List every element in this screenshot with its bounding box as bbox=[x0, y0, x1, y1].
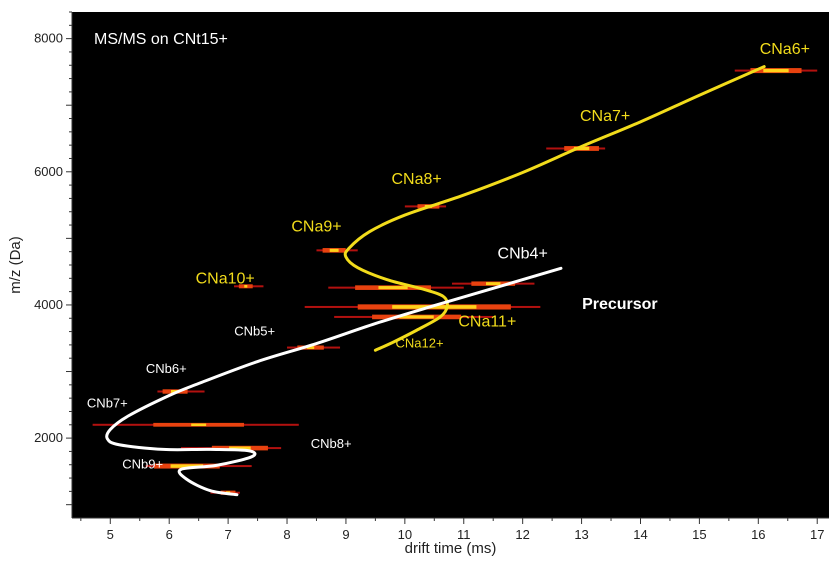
x-tick-label: 17 bbox=[810, 527, 824, 542]
intensity-spot bbox=[334, 314, 494, 320]
x-axis-title: drift time (ms) bbox=[405, 540, 497, 557]
intensity-spot bbox=[92, 422, 299, 427]
spot-core bbox=[191, 423, 207, 427]
fragment-label: CNb6+ bbox=[146, 361, 187, 376]
x-tick-label: 11 bbox=[457, 527, 471, 542]
x-tick-label: 5 bbox=[107, 527, 114, 542]
plot-area-background bbox=[72, 12, 829, 518]
spot-core bbox=[229, 446, 251, 450]
spot-core bbox=[573, 146, 590, 151]
x-tick-label: 14 bbox=[633, 527, 647, 542]
fragment-label: CNa10+ bbox=[196, 271, 255, 288]
intensity-spot bbox=[451, 281, 535, 286]
y-axis-title: m/z (Da) bbox=[7, 236, 24, 294]
spot-core bbox=[378, 286, 408, 290]
intensity-spot bbox=[180, 445, 282, 451]
fragment-label: CNb8+ bbox=[311, 436, 352, 451]
spot-core bbox=[485, 282, 501, 286]
fragment-label: CNb7+ bbox=[87, 395, 128, 410]
fragment-label: CNa8+ bbox=[392, 171, 442, 188]
series-line-cnb bbox=[105, 266, 563, 497]
fragment-label: CNa6+ bbox=[760, 41, 810, 58]
x-tick-label: 12 bbox=[515, 527, 529, 542]
spot-core bbox=[306, 346, 315, 349]
spot-core bbox=[329, 248, 339, 252]
intensity-spot bbox=[287, 345, 341, 350]
fragment-trend-curves bbox=[105, 65, 766, 497]
series-line-cna bbox=[343, 65, 766, 352]
y-tick-label: 4000 bbox=[34, 297, 63, 312]
fragment-label: CNa9+ bbox=[291, 219, 341, 236]
fragment-label: Precursor bbox=[582, 296, 658, 313]
x-tick-label: 7 bbox=[224, 527, 231, 542]
fragment-label: CNa7+ bbox=[580, 108, 630, 125]
x-tick-label: 16 bbox=[751, 527, 765, 542]
chart-title: MS/MS on CNt15+ bbox=[94, 31, 228, 48]
spot-core bbox=[763, 68, 789, 73]
intensity-spot bbox=[734, 68, 818, 74]
fragment-label: CNb9+ bbox=[122, 457, 163, 472]
x-tick-label: 15 bbox=[692, 527, 706, 542]
fragment-label: CNb5+ bbox=[234, 324, 275, 339]
y-tick-label: 2000 bbox=[34, 430, 63, 445]
intensity-spot bbox=[328, 285, 464, 290]
intensity-spot bbox=[316, 248, 358, 253]
x-tick-label: 10 bbox=[398, 527, 412, 542]
intensity-spot bbox=[234, 284, 264, 289]
x-tick-label: 8 bbox=[283, 527, 290, 542]
axes: 5 6 7 8 9 10 11 12 13 14 15 16 17 2000 4000 6000 8000 bbox=[34, 11, 829, 542]
y-tick-label: 6000 bbox=[34, 164, 63, 179]
fragment-label: CNa12+ bbox=[396, 336, 444, 351]
x-tick-label: 6 bbox=[166, 527, 173, 542]
spot-core bbox=[170, 464, 204, 468]
x-tick-label: 13 bbox=[574, 527, 588, 542]
spot-core bbox=[399, 315, 434, 319]
fragment-label: CNa11+ bbox=[458, 313, 516, 330]
x-tick-label: 9 bbox=[342, 527, 349, 542]
spot-core bbox=[244, 284, 248, 288]
y-tick-label: 8000 bbox=[34, 31, 63, 46]
fragment-annotations: CNa6+ CNa7+ CNa8+ CNa9+ CNa10+ CNa11+ CNa12+ CN… bbox=[87, 41, 810, 472]
fragment-label: CNb4+ bbox=[498, 245, 548, 262]
